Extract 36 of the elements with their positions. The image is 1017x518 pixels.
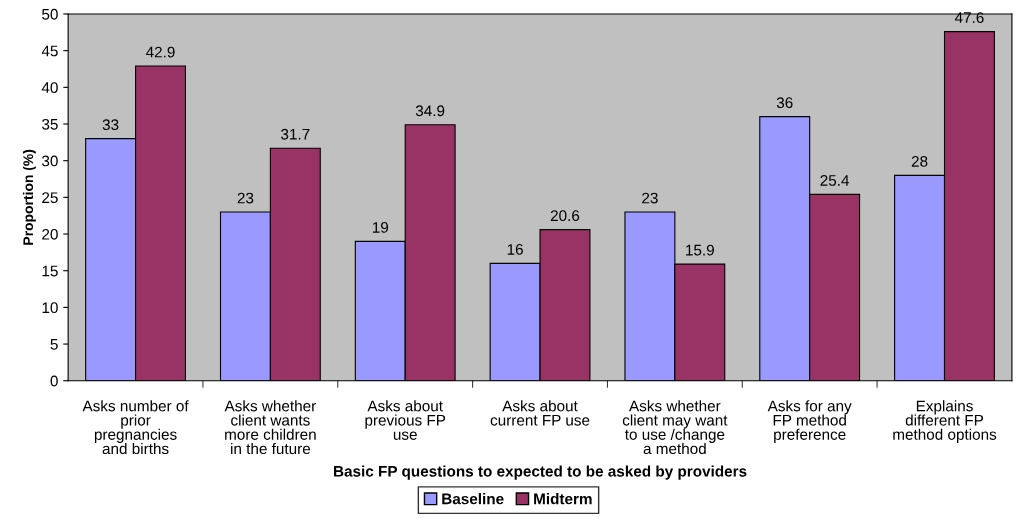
y-tick-label: 30 <box>42 155 58 167</box>
data-label: 31.7 <box>281 128 310 140</box>
y-tick-label: 50 <box>42 8 58 20</box>
legend-label: Baseline <box>442 493 504 505</box>
y-tick-label: 5 <box>50 339 58 350</box>
x-tick-label: Asks about current FP use <box>490 400 590 426</box>
y-tick-label: 25 <box>42 192 58 204</box>
data-label: 47.6 <box>954 12 984 24</box>
x-axis-title: Basic FP questions to expected to be asked by providers <box>334 465 747 480</box>
x-tick-label: Asks number of prior pregnancies and births <box>82 400 189 455</box>
legend-label: Midterm <box>534 493 592 505</box>
data-label: 23 <box>642 192 658 204</box>
x-tick-label: Explains different FP method options <box>893 400 997 443</box>
y-tick-label: 40 <box>41 82 58 94</box>
data-label: 25.4 <box>820 175 850 186</box>
y-tick-label: 10 <box>42 302 58 314</box>
x-tick-label: Asks about previous FP use <box>365 400 446 440</box>
y-tick-label: 0 <box>50 375 58 387</box>
data-label: 20.6 <box>550 210 580 222</box>
data-label: 28 <box>911 155 928 167</box>
data-label: 34.9 <box>415 105 445 117</box>
data-label: 23 <box>237 192 254 204</box>
y-tick-label: 15 <box>42 265 58 277</box>
data-label: 42.9 <box>145 46 175 58</box>
x-tick-label: Asks whether client may want to use /change a method <box>622 400 728 455</box>
x-tick-label: Asks whether client wants more children in the future <box>224 400 316 455</box>
data-label: 36 <box>776 97 793 109</box>
y-tick-label: 45 <box>41 45 58 57</box>
y-tick-label: 35 <box>42 118 58 130</box>
x-tick-label: Asks for any FP method preference <box>767 400 852 443</box>
data-label: 15.9 <box>686 244 714 256</box>
y-tick-label: 20 <box>42 228 58 240</box>
data-label: 16 <box>507 243 523 255</box>
y-axis-title: Proportion (%) <box>22 149 36 245</box>
data-label: 33 <box>102 119 119 131</box>
data-label: 19 <box>372 221 389 233</box>
